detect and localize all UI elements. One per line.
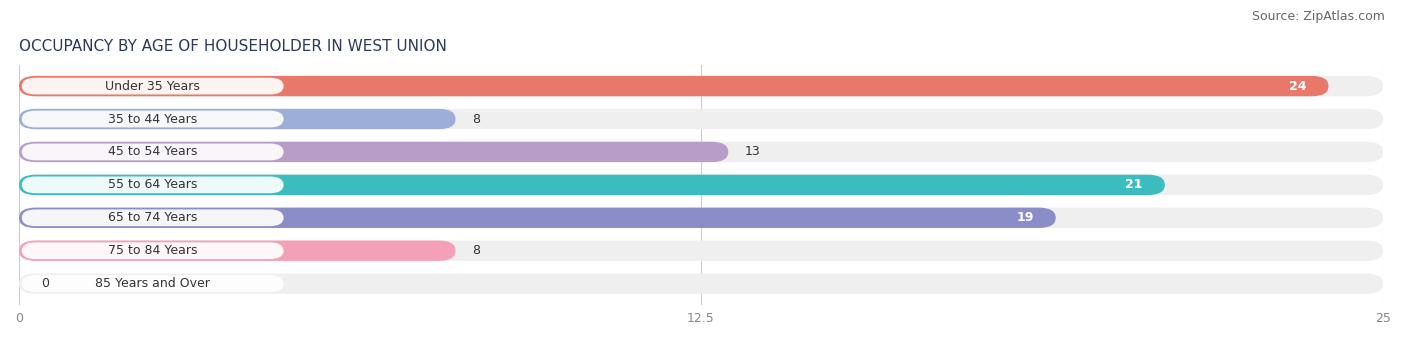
- FancyBboxPatch shape: [20, 208, 1056, 228]
- FancyBboxPatch shape: [20, 76, 1329, 96]
- Text: Under 35 Years: Under 35 Years: [105, 80, 200, 92]
- Text: Source: ZipAtlas.com: Source: ZipAtlas.com: [1251, 10, 1385, 23]
- FancyBboxPatch shape: [20, 109, 456, 129]
- Text: 75 to 84 Years: 75 to 84 Years: [108, 244, 197, 257]
- Text: 8: 8: [472, 113, 479, 125]
- Text: 8: 8: [472, 244, 479, 257]
- Text: 13: 13: [745, 146, 761, 158]
- Text: 19: 19: [1017, 211, 1033, 224]
- FancyBboxPatch shape: [20, 240, 1384, 261]
- Text: 85 Years and Over: 85 Years and Over: [96, 277, 209, 290]
- Text: 55 to 64 Years: 55 to 64 Years: [108, 178, 197, 191]
- FancyBboxPatch shape: [20, 142, 728, 162]
- Text: 65 to 74 Years: 65 to 74 Years: [108, 211, 197, 224]
- FancyBboxPatch shape: [20, 273, 1384, 294]
- FancyBboxPatch shape: [21, 275, 284, 292]
- FancyBboxPatch shape: [21, 209, 284, 226]
- FancyBboxPatch shape: [20, 109, 1384, 129]
- FancyBboxPatch shape: [20, 240, 456, 261]
- Text: 35 to 44 Years: 35 to 44 Years: [108, 113, 197, 125]
- FancyBboxPatch shape: [20, 208, 1384, 228]
- Text: 24: 24: [1289, 80, 1306, 92]
- FancyBboxPatch shape: [20, 175, 1384, 195]
- FancyBboxPatch shape: [20, 142, 1384, 162]
- Text: 21: 21: [1125, 178, 1143, 191]
- FancyBboxPatch shape: [21, 78, 284, 95]
- FancyBboxPatch shape: [20, 76, 1384, 96]
- FancyBboxPatch shape: [21, 242, 284, 259]
- FancyBboxPatch shape: [21, 110, 284, 128]
- Text: 45 to 54 Years: 45 to 54 Years: [108, 146, 197, 158]
- Text: 0: 0: [41, 277, 49, 290]
- FancyBboxPatch shape: [21, 143, 284, 160]
- Text: OCCUPANCY BY AGE OF HOUSEHOLDER IN WEST UNION: OCCUPANCY BY AGE OF HOUSEHOLDER IN WEST …: [20, 39, 447, 54]
- FancyBboxPatch shape: [21, 176, 284, 193]
- FancyBboxPatch shape: [20, 175, 1164, 195]
